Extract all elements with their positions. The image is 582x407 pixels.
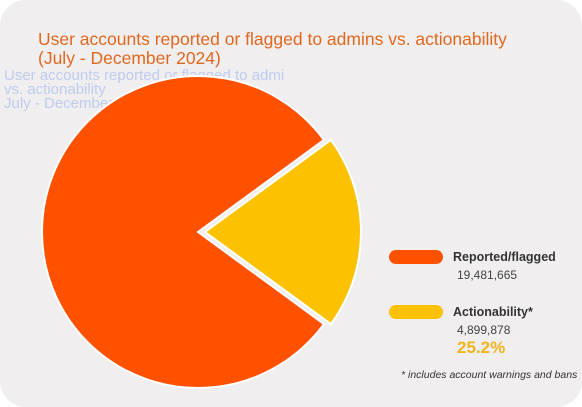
legend-percent-actionability: 25.2% bbox=[457, 338, 506, 357]
ghost-title-line-2: vs. actionability bbox=[4, 81, 106, 98]
footnote: * includes account warnings and bans bbox=[401, 369, 578, 381]
pie-slice-actionability bbox=[203, 138, 362, 326]
legend-swatch-reported bbox=[389, 250, 443, 264]
chart-title: User accounts reported or flagged to adm… bbox=[38, 30, 538, 68]
legend-label-reported: Reported/flagged bbox=[453, 250, 556, 264]
legend-label-actionability: Actionability* bbox=[453, 305, 533, 319]
legend-value-reported: 19,481,665 bbox=[457, 268, 518, 282]
pie-slice-reported bbox=[41, 75, 326, 389]
legend-swatch-actionability bbox=[389, 305, 443, 319]
chart-title-line-2: (July - December 2024) bbox=[38, 48, 221, 68]
legend-value-actionability: 4,899,878 bbox=[457, 323, 511, 337]
chart-title-line-1: User accounts reported or flagged to adm… bbox=[38, 29, 507, 49]
